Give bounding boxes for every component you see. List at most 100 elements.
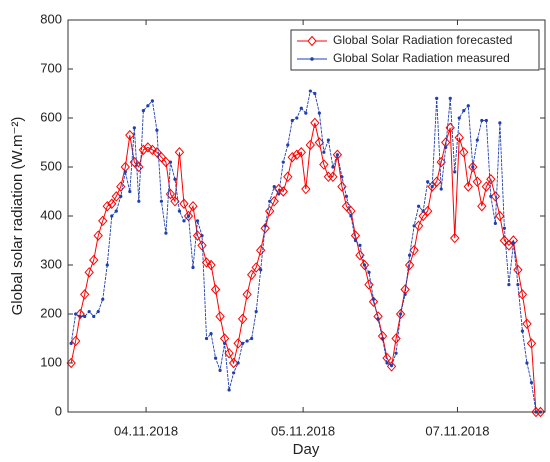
marker	[301, 183, 311, 195]
marker	[168, 160, 173, 164]
marker	[260, 222, 270, 234]
marker	[435, 96, 439, 100]
marker	[531, 406, 541, 418]
y-tick-label: 800	[40, 11, 62, 26]
marker	[233, 338, 243, 349]
marker	[475, 138, 479, 142]
marker	[529, 381, 534, 385]
marker	[499, 235, 510, 246]
marker	[317, 111, 321, 115]
marker	[200, 234, 204, 238]
marker	[409, 245, 419, 256]
marker	[134, 161, 144, 173]
marker	[353, 238, 358, 243]
marker	[242, 289, 252, 300]
series-line	[70, 90, 541, 413]
y-tick-label: 200	[40, 305, 62, 320]
marker	[146, 104, 150, 108]
marker	[444, 145, 448, 149]
marker	[504, 240, 514, 251]
marker	[484, 118, 488, 123]
marker	[177, 209, 182, 213]
marker	[522, 318, 532, 330]
marker	[107, 198, 117, 210]
marker	[427, 181, 437, 192]
y-tick-label: 300	[40, 256, 62, 271]
marker	[188, 200, 198, 212]
marker	[432, 176, 442, 187]
marker	[335, 153, 340, 157]
marker	[526, 338, 537, 349]
marker	[227, 388, 231, 392]
marker	[174, 147, 185, 158]
marker	[201, 257, 212, 268]
marker	[389, 363, 394, 368]
marker	[78, 314, 82, 319]
y-tick-label: 400	[40, 207, 62, 222]
marker	[269, 196, 279, 207]
marker	[83, 314, 87, 319]
marker	[323, 171, 334, 183]
marker	[182, 219, 186, 223]
marker	[391, 333, 401, 344]
marker	[498, 121, 502, 125]
marker	[471, 165, 475, 169]
marker	[525, 361, 529, 365]
marker	[422, 205, 433, 217]
marker	[110, 214, 114, 218]
marker	[159, 199, 164, 203]
marker	[340, 175, 344, 179]
marker	[344, 194, 349, 198]
marker	[394, 351, 398, 355]
marker	[430, 185, 434, 189]
marker	[147, 144, 158, 156]
marker	[69, 341, 73, 345]
marker	[507, 283, 511, 287]
marker	[417, 204, 421, 208]
marker	[286, 143, 290, 147]
marker	[355, 249, 365, 261]
marker	[111, 191, 121, 202]
y-tick-label: 100	[40, 354, 62, 369]
marker	[247, 269, 257, 281]
marker	[250, 336, 254, 341]
marker	[313, 91, 317, 96]
marker	[114, 209, 118, 213]
marker	[272, 185, 276, 189]
marker	[398, 312, 403, 316]
marker	[371, 297, 376, 301]
marker	[535, 406, 546, 418]
marker	[218, 368, 222, 372]
marker	[102, 200, 112, 212]
marker	[376, 317, 380, 321]
marker	[368, 296, 379, 308]
marker	[319, 159, 329, 170]
marker	[513, 264, 523, 276]
marker	[295, 116, 299, 120]
marker	[215, 311, 225, 322]
legend-box	[290, 29, 540, 71]
marker	[326, 138, 330, 142]
marker	[453, 170, 457, 174]
marker	[516, 283, 520, 287]
marker	[328, 171, 338, 183]
marker	[466, 104, 470, 108]
marker	[105, 263, 109, 267]
legend-marker	[310, 57, 314, 61]
marker	[493, 221, 497, 225]
marker	[308, 89, 312, 93]
marker	[137, 199, 141, 203]
marker	[259, 268, 263, 272]
marker	[520, 329, 525, 333]
marker	[310, 117, 320, 129]
marker	[362, 263, 367, 267]
marker	[213, 356, 218, 360]
marker	[450, 232, 460, 244]
marker	[265, 205, 275, 217]
marker	[413, 220, 424, 232]
marker	[251, 262, 261, 273]
marker	[359, 259, 370, 271]
marker	[141, 109, 145, 113]
marker	[395, 308, 406, 320]
